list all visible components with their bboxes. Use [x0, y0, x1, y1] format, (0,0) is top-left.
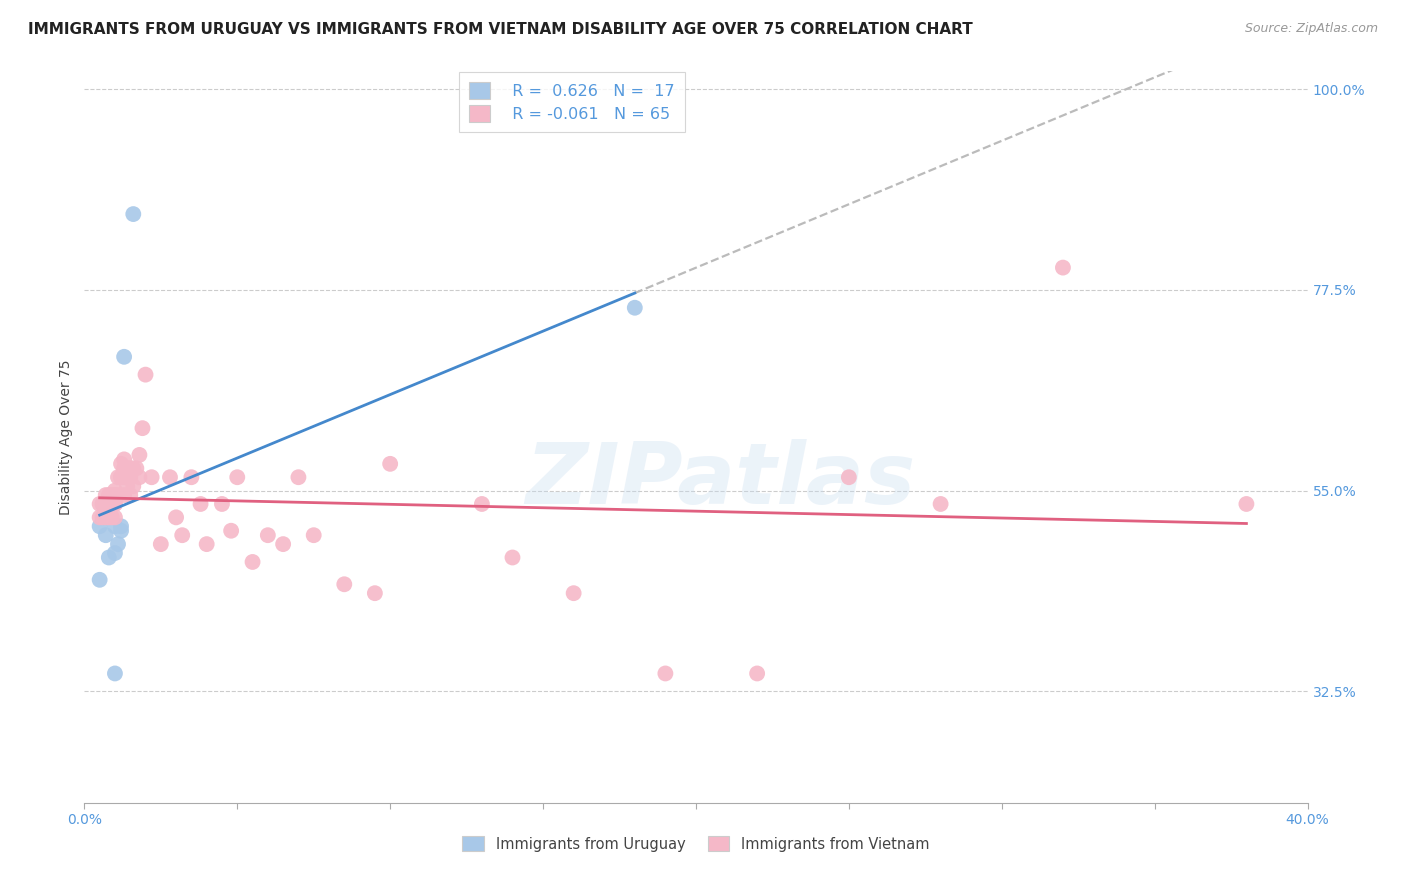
Point: [128, 448, 150, 462]
Point: [104, 510, 127, 524]
Text: ZIPatlas: ZIPatlas: [526, 440, 915, 523]
Point: [110, 457, 132, 471]
Point: [654, 666, 676, 681]
Point: [110, 470, 132, 484]
Point: [125, 461, 148, 475]
Point: [104, 497, 127, 511]
Point: [211, 497, 233, 511]
Point: [97, 550, 120, 565]
Point: [107, 537, 129, 551]
Point: [89, 573, 111, 587]
Point: [929, 497, 952, 511]
Point: [1236, 497, 1258, 511]
Point: [364, 586, 387, 600]
Point: [190, 497, 212, 511]
Point: [104, 666, 127, 681]
Point: [120, 470, 142, 484]
Point: [112, 452, 135, 467]
Point: [226, 470, 249, 484]
Point: [104, 497, 127, 511]
Point: [165, 510, 187, 524]
Point: [94, 488, 117, 502]
Point: [219, 524, 242, 538]
Point: [115, 479, 138, 493]
Point: [149, 537, 172, 551]
Point: [104, 546, 127, 560]
Point: [89, 497, 111, 511]
Point: [94, 497, 117, 511]
Point: [135, 368, 157, 382]
Point: [159, 470, 181, 484]
Point: [110, 524, 132, 538]
Point: [89, 519, 111, 533]
Point: [172, 528, 194, 542]
Point: [141, 470, 163, 484]
Point: [104, 483, 127, 498]
Point: [110, 470, 132, 484]
Point: [112, 461, 135, 475]
Point: [94, 528, 117, 542]
Point: [242, 555, 264, 569]
Point: [1052, 260, 1074, 275]
Point: [97, 488, 120, 502]
Point: [112, 488, 135, 502]
Point: [97, 497, 120, 511]
Point: [271, 537, 294, 551]
Point: [91, 497, 114, 511]
Point: [838, 470, 860, 484]
Point: [107, 470, 129, 484]
Point: [120, 488, 142, 502]
Y-axis label: Disability Age Over 75: Disability Age Over 75: [59, 359, 73, 515]
Point: [97, 510, 120, 524]
Point: [624, 301, 647, 315]
Point: [112, 470, 135, 484]
Point: [502, 550, 524, 565]
Legend: Immigrants from Uruguay, Immigrants from Vietnam: Immigrants from Uruguay, Immigrants from…: [457, 830, 935, 858]
Point: [101, 488, 124, 502]
Point: [94, 497, 117, 511]
Point: [107, 488, 129, 502]
Text: Source: ZipAtlas.com: Source: ZipAtlas.com: [1244, 22, 1378, 36]
Point: [122, 479, 145, 493]
Point: [91, 510, 114, 524]
Point: [131, 421, 153, 435]
Point: [333, 577, 356, 591]
Point: [94, 510, 117, 524]
Point: [115, 461, 138, 475]
Point: [112, 350, 135, 364]
Point: [101, 497, 124, 511]
Point: [122, 461, 145, 475]
Point: [747, 666, 769, 681]
Point: [104, 519, 127, 533]
Point: [122, 207, 145, 221]
Point: [287, 470, 309, 484]
Point: [91, 497, 114, 511]
Point: [302, 528, 325, 542]
Point: [180, 470, 202, 484]
Point: [104, 488, 127, 502]
Point: [89, 510, 111, 524]
Point: [257, 528, 280, 542]
Point: [120, 461, 142, 475]
Point: [562, 586, 585, 600]
Point: [101, 510, 124, 524]
Point: [128, 470, 150, 484]
Point: [471, 497, 494, 511]
Point: [110, 519, 132, 533]
Point: [195, 537, 218, 551]
Point: [380, 457, 402, 471]
Text: IMMIGRANTS FROM URUGUAY VS IMMIGRANTS FROM VIETNAM DISABILITY AGE OVER 75 CORREL: IMMIGRANTS FROM URUGUAY VS IMMIGRANTS FR…: [28, 22, 973, 37]
